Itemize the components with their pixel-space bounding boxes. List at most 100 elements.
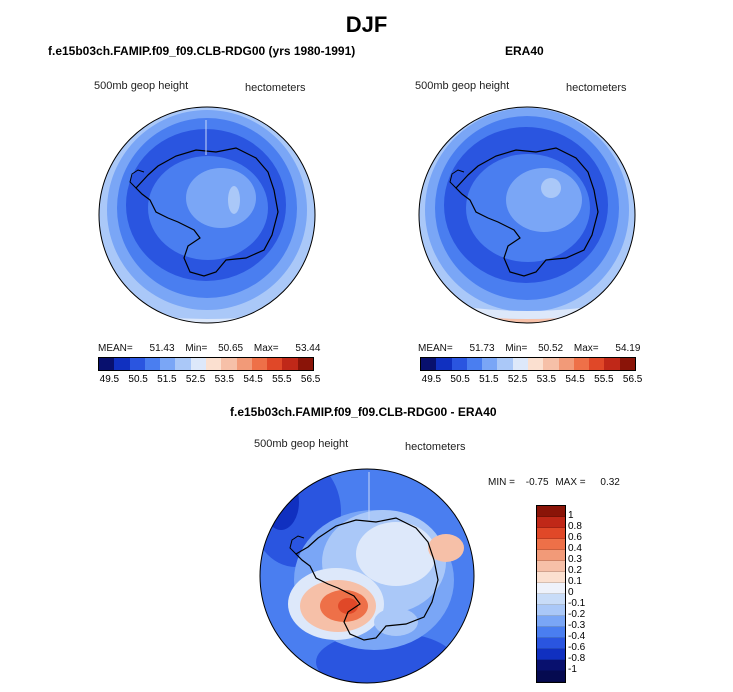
- panel3-colorbar-labels: 1 0.8 0.6 0.4 0.3 0.2 0.1 0 -0.1 -0.2 -0.3 -0.4 -0.6…: [568, 505, 608, 681]
- colorbar-swatch: [537, 594, 565, 605]
- colorbar-swatch: [436, 358, 452, 370]
- colorbar-swatch: [573, 358, 590, 370]
- colorbar-swatch: [537, 572, 565, 583]
- panel2-max: 54.19: [615, 343, 641, 354]
- panel3-title: f.e15b03ch.FAMIP.f09_f09.CLB-RDG00 - ERA…: [230, 405, 497, 419]
- panel1-polar-map: [98, 106, 316, 324]
- colorbar-tick-label: 0.2: [568, 565, 582, 576]
- panel1-units-label: hectometers: [245, 82, 306, 94]
- panel2-min-label: Min=: [505, 343, 528, 354]
- colorbar-swatch: [537, 660, 565, 671]
- panel2-colorbar-labels: 49.5 50.5 51.5 52.5 53.5 54.5 55.5 56.5: [417, 374, 647, 385]
- colorbar-swatch: [99, 358, 115, 370]
- colorbar-swatch: [482, 358, 498, 370]
- panel2-units-label: hectometers: [566, 82, 627, 94]
- colorbar-tick-label: 0.1: [568, 576, 582, 587]
- panel1-mean: 51.43: [149, 343, 175, 354]
- panel2-polar-map: [418, 106, 636, 324]
- colorbar-swatch: [537, 528, 565, 539]
- colorbar-swatch: [537, 638, 565, 649]
- colorbar-tick-label: 54.5: [565, 374, 585, 385]
- colorbar-tick-label: 54.5: [243, 374, 263, 385]
- panel3-colorbar: [536, 505, 566, 683]
- panel1-max-label: Max=: [253, 343, 279, 354]
- colorbar-swatch: [451, 358, 467, 370]
- colorbar-swatch: [537, 506, 565, 517]
- panel3-field-label: 500mb geop height: [254, 438, 349, 450]
- panel3-units-label: hectometers: [405, 441, 466, 453]
- panel2-colorbar: [420, 357, 636, 371]
- panel2-title: ERA40: [505, 44, 544, 58]
- colorbar-tick-label: 0.3: [568, 554, 582, 565]
- colorbar-swatch: [619, 358, 635, 370]
- colorbar-swatch: [421, 358, 437, 370]
- panel2-mean: 51.73: [469, 343, 495, 354]
- colorbar-swatch: [589, 358, 605, 370]
- colorbar-swatch: [537, 649, 565, 660]
- colorbar-tick-label: 1: [568, 510, 574, 521]
- colorbar-tick-label: 52.5: [185, 374, 206, 385]
- colorbar-swatch: [537, 671, 565, 682]
- colorbar-swatch: [282, 358, 298, 370]
- panel1-min: 50.65: [218, 343, 244, 354]
- panel2-field-label: 500mb geop height: [415, 80, 510, 92]
- panel2-max-label: Max=: [573, 343, 599, 354]
- colorbar-swatch: [537, 616, 565, 627]
- colorbar-swatch: [604, 358, 620, 370]
- colorbar-swatch: [129, 358, 145, 370]
- colorbar-swatch: [543, 358, 559, 370]
- colorbar-swatch: [537, 539, 565, 550]
- colorbar-swatch: [537, 627, 565, 638]
- colorbar-swatch: [527, 358, 544, 370]
- colorbar-swatch: [512, 358, 528, 370]
- colorbar-tick-label: -0.1: [568, 598, 586, 609]
- colorbar-tick-label: 52.5: [507, 374, 528, 385]
- colorbar-swatch: [558, 358, 574, 370]
- panel3-min-label: MIN =: [488, 477, 515, 488]
- colorbar-swatch: [267, 358, 283, 370]
- colorbar-tick-label: -1: [568, 664, 577, 675]
- colorbar-swatch: [114, 358, 130, 370]
- colorbar-tick-label: 49.5: [421, 374, 442, 385]
- colorbar-tick-label: 53.5: [214, 374, 235, 385]
- colorbar-swatch: [251, 358, 268, 370]
- colorbar-tick-label: -0.8: [568, 653, 586, 664]
- panel2-stats: MEAN= 51.73 Min= 50.52 Max= 54.19: [418, 343, 640, 354]
- colorbar-tick-label: 55.5: [272, 374, 292, 385]
- colorbar-tick-label: -0.3: [568, 620, 586, 631]
- colorbar-tick-label: -0.6: [568, 642, 586, 653]
- panel3-stats: MIN = -0.75 MAX = 0.32: [488, 477, 620, 488]
- colorbar-tick-label: -0.2: [568, 609, 586, 620]
- panel2-min: 50.52: [538, 343, 564, 354]
- panel3-polar-map: [259, 468, 475, 684]
- panel2-mean-label: MEAN=: [418, 343, 453, 354]
- colorbar-swatch: [466, 358, 483, 370]
- panel1-min-label: Min=: [185, 343, 208, 354]
- colorbar-swatch: [537, 605, 565, 616]
- colorbar-swatch: [160, 358, 176, 370]
- colorbar-swatch: [205, 358, 222, 370]
- panel1-field-label: 500mb geop height: [94, 80, 189, 92]
- panel3-max-label: MAX =: [555, 477, 586, 488]
- colorbar-swatch: [297, 358, 313, 370]
- colorbar-tick-label: 0.4: [568, 543, 582, 554]
- colorbar-swatch: [537, 561, 565, 572]
- colorbar-tick-label: 51.5: [157, 374, 177, 385]
- colorbar-tick-label: 0: [568, 587, 574, 598]
- colorbar-tick-label: 50.5: [128, 374, 148, 385]
- colorbar-tick-label: 53.5: [536, 374, 557, 385]
- panel3-max: 0.32: [600, 477, 620, 488]
- colorbar-tick-label: 55.5: [594, 374, 614, 385]
- colorbar-tick-label: -0.4: [568, 631, 586, 642]
- colorbar-tick-label: 49.5: [99, 374, 120, 385]
- panel3-min: -0.75: [525, 477, 549, 488]
- panel1-colorbar-labels: 49.5 50.5 51.5 52.5 53.5 54.5 55.5 56.5: [95, 374, 325, 385]
- panel1-colorbar: [98, 357, 314, 371]
- panel1-max: 53.44: [295, 343, 321, 354]
- panel1-title: f.e15b03ch.FAMIP.f09_f09.CLB-RDG00 (yrs …: [48, 44, 356, 58]
- colorbar-swatch: [144, 358, 161, 370]
- colorbar-tick-label: 56.5: [300, 374, 321, 385]
- panel1-stats: MEAN= 51.43 Min= 50.65 Max= 53.44: [98, 343, 320, 354]
- colorbar-swatch: [537, 517, 565, 528]
- colorbar-swatch: [537, 550, 565, 561]
